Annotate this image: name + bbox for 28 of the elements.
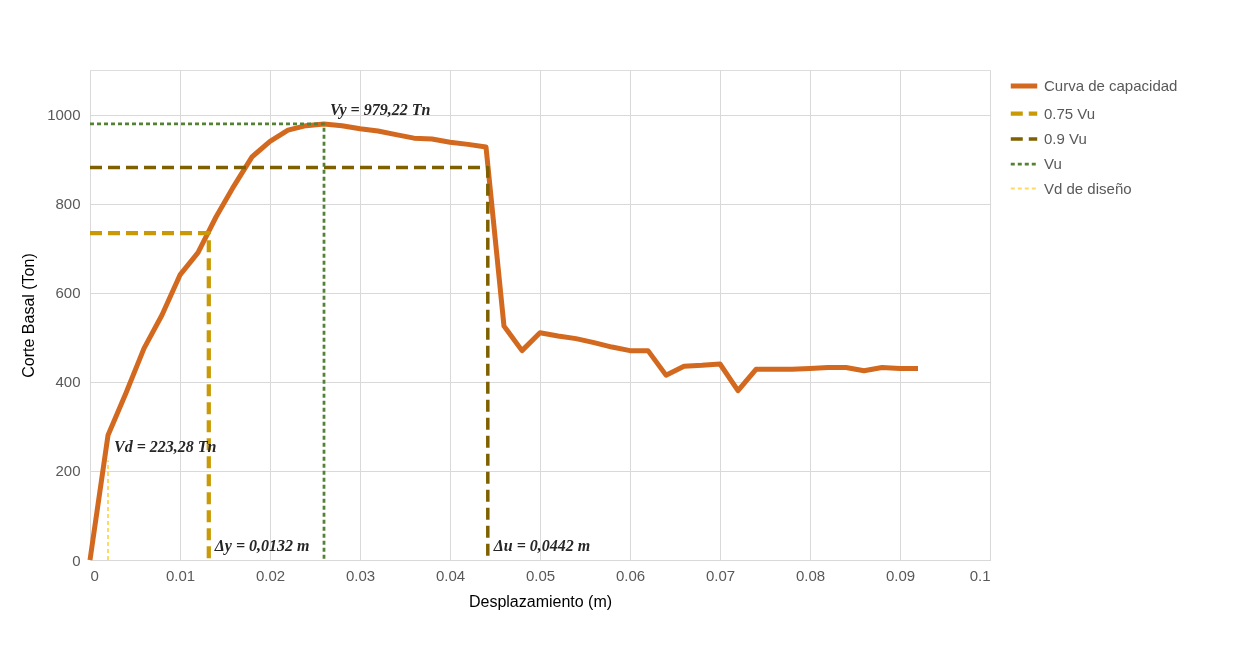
x-tick-label: 0.1	[969, 566, 991, 584]
x-tick-label: 0.08	[795, 566, 826, 584]
x-tick-label: 0.01	[165, 566, 196, 584]
x-tick-label: 0.06	[615, 566, 646, 584]
x-tick-label: 0.05	[525, 566, 556, 584]
y-tick-label: 1000	[47, 106, 81, 124]
x-tick-label: 0.07	[705, 566, 736, 584]
legend-label: 0.75 Vu	[1044, 104, 1096, 122]
x-tick-label: 0.03	[345, 566, 376, 584]
y-tick-label: 600	[55, 284, 81, 302]
annotation: Vy = 979,22 Tn	[330, 100, 431, 119]
annotation: Vd = 223,28 Tn	[114, 437, 217, 455]
x-axis-title: Desplazamiento (m)	[468, 592, 613, 610]
x-tick-label: 0.09	[885, 566, 916, 584]
y-tick-label: 400	[55, 373, 81, 391]
legend-label: Vu	[1044, 155, 1062, 172]
y-axis-title: Corte Basal (Ton)	[20, 253, 38, 378]
y-tick-label: 800	[55, 195, 81, 213]
annotation: Δu = 0,0442 m	[492, 537, 591, 554]
x-tick-label: 0.02	[255, 566, 286, 584]
x-tick-label: 0.04	[435, 566, 466, 584]
annotation: Δy = 0,0132 m	[213, 537, 310, 555]
legend-label: Vd de diseño	[1044, 179, 1132, 197]
legend-label: 0.9 Vu	[1044, 130, 1087, 147]
legend-label: Curva de capacidad	[1044, 77, 1178, 94]
y-tick-label: 0	[72, 551, 81, 569]
x-tick-label: 0	[90, 566, 99, 584]
y-tick-label: 200	[55, 462, 81, 480]
